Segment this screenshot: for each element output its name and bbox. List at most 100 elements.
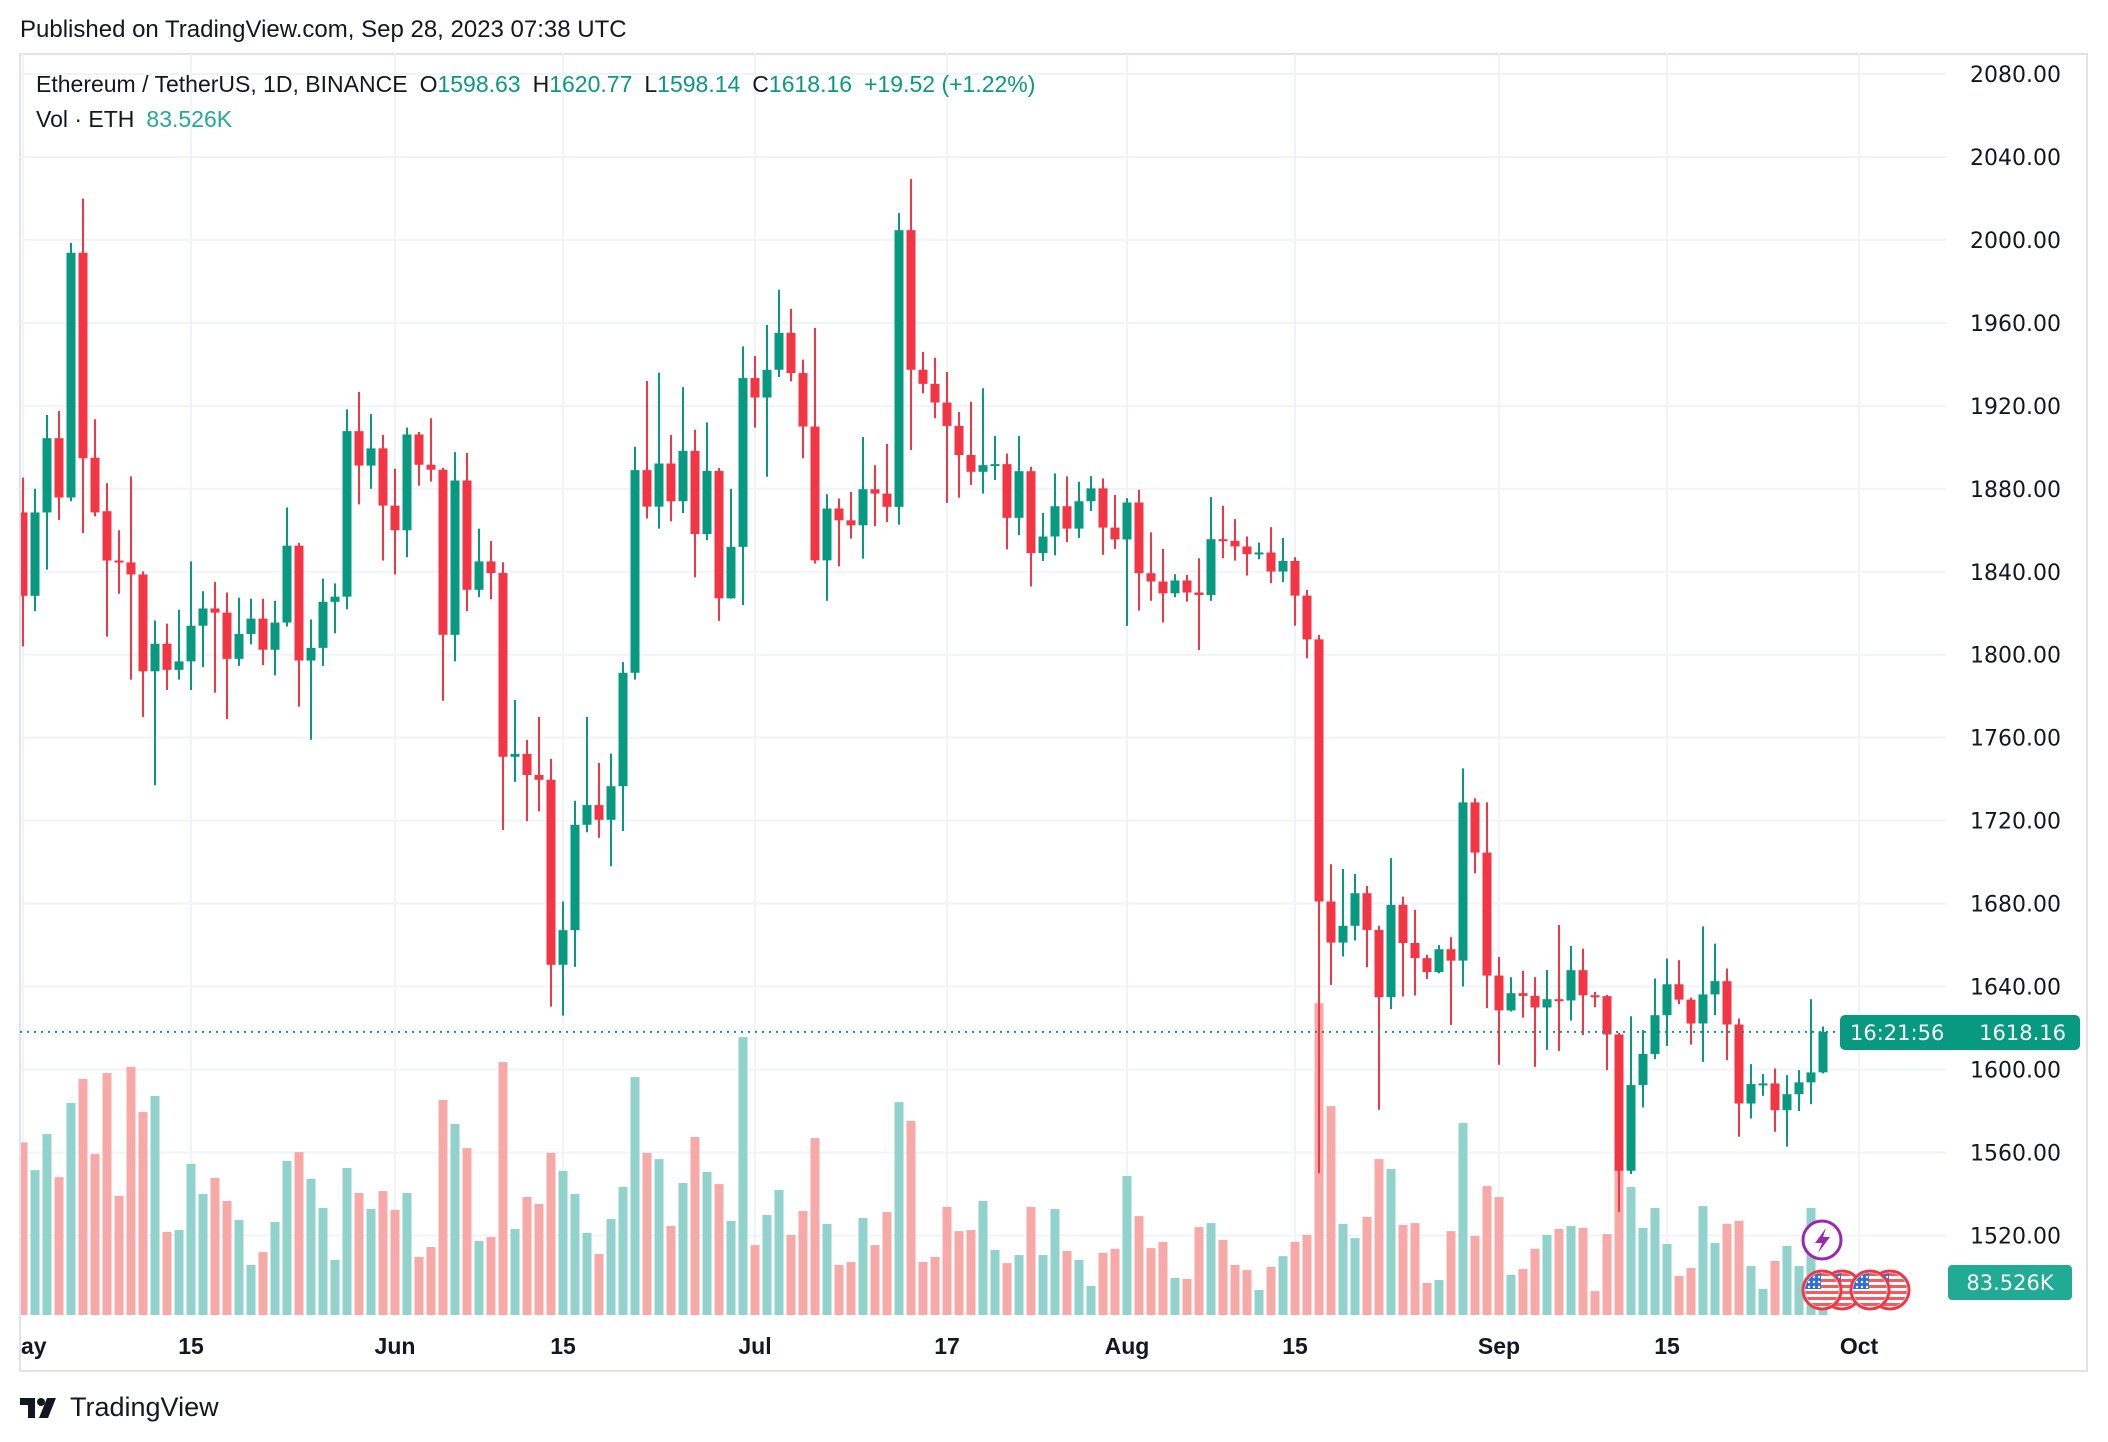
candle[interactable] (966, 401, 976, 486)
candle[interactable] (918, 351, 928, 394)
candle[interactable] (1518, 970, 1528, 1018)
candle[interactable] (210, 582, 220, 693)
candle[interactable] (1734, 1018, 1744, 1137)
tradingview-logo[interactable]: TradingView (20, 1392, 219, 1423)
candle[interactable] (1482, 802, 1492, 1009)
candle[interactable] (762, 324, 772, 477)
candle[interactable] (462, 452, 472, 612)
candle[interactable] (1554, 924, 1564, 1051)
candle[interactable] (1530, 977, 1540, 1067)
candle[interactable] (1338, 868, 1348, 957)
candle[interactable] (1770, 1068, 1780, 1132)
candle[interactable] (1698, 926, 1708, 1062)
candle[interactable] (42, 414, 52, 570)
candle[interactable] (426, 418, 436, 482)
candle[interactable] (1290, 557, 1300, 626)
candle[interactable] (486, 541, 496, 600)
candle[interactable] (1350, 873, 1360, 941)
candle[interactable] (162, 623, 172, 690)
candle[interactable] (1410, 909, 1420, 996)
candle[interactable] (1398, 896, 1408, 997)
candle[interactable] (1086, 476, 1096, 511)
candle[interactable] (690, 429, 700, 578)
candle[interactable] (498, 562, 508, 831)
candle[interactable] (870, 465, 880, 527)
candle[interactable] (138, 571, 148, 717)
candle[interactable] (798, 359, 808, 459)
candle[interactable] (1314, 635, 1324, 1174)
candle[interactable] (1050, 473, 1060, 556)
candle[interactable] (1806, 999, 1816, 1105)
candle[interactable] (1722, 968, 1732, 1061)
candle[interactable] (1302, 590, 1312, 659)
candle[interactable] (990, 435, 1000, 481)
candle[interactable] (750, 356, 760, 428)
candle[interactable] (1122, 498, 1132, 626)
candle[interactable] (1134, 489, 1144, 611)
candle[interactable] (510, 699, 520, 782)
candle[interactable] (810, 327, 820, 564)
candle[interactable] (366, 414, 376, 489)
candle[interactable] (1626, 1016, 1636, 1175)
candle[interactable] (258, 598, 268, 666)
candle[interactable] (1002, 453, 1012, 550)
candle[interactable] (174, 609, 184, 680)
candle[interactable] (1506, 977, 1516, 1012)
candle[interactable] (1206, 497, 1216, 601)
price-axis[interactable]: 2080.00 2040.00 2000.00 1960.00 1920.00 1880.… (1970, 63, 2061, 1249)
candle[interactable] (1278, 537, 1288, 583)
candle[interactable] (1098, 478, 1108, 555)
symbol-title[interactable]: Ethereum / TetherUS, 1D, BINANCE (36, 71, 408, 97)
candle[interactable] (402, 427, 412, 558)
candle[interactable] (30, 488, 40, 612)
candle[interactable] (1434, 945, 1444, 974)
candle[interactable] (642, 380, 652, 519)
candle[interactable] (1038, 512, 1048, 561)
candle[interactable] (1650, 978, 1660, 1060)
candle[interactable] (666, 434, 676, 522)
candle[interactable] (594, 762, 604, 838)
candle[interactable] (1782, 1075, 1792, 1147)
candle[interactable] (1542, 969, 1552, 1050)
candle[interactable] (906, 178, 916, 451)
candle[interactable] (1710, 943, 1720, 1016)
candle[interactable] (378, 434, 388, 561)
candle[interactable] (1326, 864, 1336, 985)
candle[interactable] (678, 387, 688, 514)
candle[interactable] (1014, 435, 1024, 536)
candle[interactable] (954, 412, 964, 498)
candle[interactable] (186, 561, 196, 690)
candle[interactable] (786, 308, 796, 382)
candle[interactable] (78, 198, 88, 534)
candle[interactable] (1818, 1026, 1828, 1074)
candle[interactable] (1686, 997, 1696, 1045)
candle[interactable] (1062, 476, 1072, 543)
candle[interactable] (738, 346, 748, 605)
candle[interactable] (1470, 798, 1480, 874)
candle[interactable] (438, 468, 448, 701)
candle[interactable] (1170, 574, 1180, 598)
candle[interactable] (246, 598, 256, 645)
candle[interactable] (414, 431, 424, 486)
candle[interactable] (1110, 495, 1120, 549)
candle[interactable] (1194, 558, 1204, 650)
lightning-icon[interactable] (1801, 1219, 1843, 1261)
candle[interactable] (390, 468, 400, 575)
candle[interactable] (342, 409, 352, 610)
candle[interactable] (534, 716, 544, 812)
candle[interactable] (102, 483, 112, 637)
candle[interactable] (234, 597, 244, 666)
candle[interactable] (522, 739, 532, 822)
candle[interactable] (894, 213, 904, 525)
candle[interactable] (942, 372, 952, 503)
candle[interactable] (1266, 527, 1276, 584)
candle[interactable] (654, 372, 664, 529)
candle[interactable] (714, 468, 724, 621)
candle[interactable] (1746, 1064, 1756, 1119)
volume-label[interactable]: Vol · ETH (36, 106, 135, 132)
candle[interactable] (1794, 1070, 1804, 1111)
candle[interactable] (1362, 885, 1372, 968)
candle[interactable] (354, 391, 364, 505)
candle[interactable] (1242, 536, 1252, 576)
